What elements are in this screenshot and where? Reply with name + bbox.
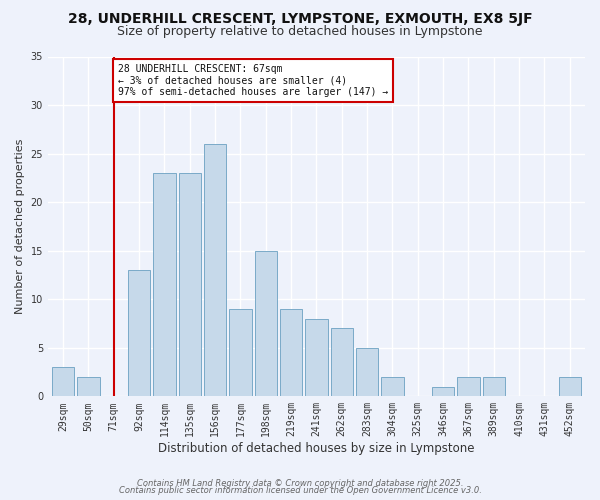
Bar <box>52 367 74 396</box>
Text: 28 UNDERHILL CRESCENT: 67sqm
← 3% of detached houses are smaller (4)
97% of semi: 28 UNDERHILL CRESCENT: 67sqm ← 3% of det… <box>118 64 388 98</box>
Bar <box>154 173 176 396</box>
Bar <box>254 250 277 396</box>
Text: Contains HM Land Registry data © Crown copyright and database right 2025.: Contains HM Land Registry data © Crown c… <box>137 478 463 488</box>
Bar <box>382 377 404 396</box>
Bar <box>128 270 150 396</box>
Bar <box>305 318 328 396</box>
Text: Size of property relative to detached houses in Lympstone: Size of property relative to detached ho… <box>117 25 483 38</box>
Bar <box>204 144 226 397</box>
Bar <box>356 348 378 397</box>
Text: Contains public sector information licensed under the Open Government Licence v3: Contains public sector information licen… <box>119 486 481 495</box>
Bar <box>559 377 581 396</box>
Bar <box>77 377 100 396</box>
Bar <box>229 309 251 396</box>
Bar <box>179 173 201 396</box>
Text: 28, UNDERHILL CRESCENT, LYMPSTONE, EXMOUTH, EX8 5JF: 28, UNDERHILL CRESCENT, LYMPSTONE, EXMOU… <box>68 12 532 26</box>
Bar <box>432 386 454 396</box>
Bar <box>482 377 505 396</box>
Bar <box>457 377 479 396</box>
Y-axis label: Number of detached properties: Number of detached properties <box>15 138 25 314</box>
Bar <box>331 328 353 396</box>
Bar <box>280 309 302 396</box>
X-axis label: Distribution of detached houses by size in Lympstone: Distribution of detached houses by size … <box>158 442 475 455</box>
